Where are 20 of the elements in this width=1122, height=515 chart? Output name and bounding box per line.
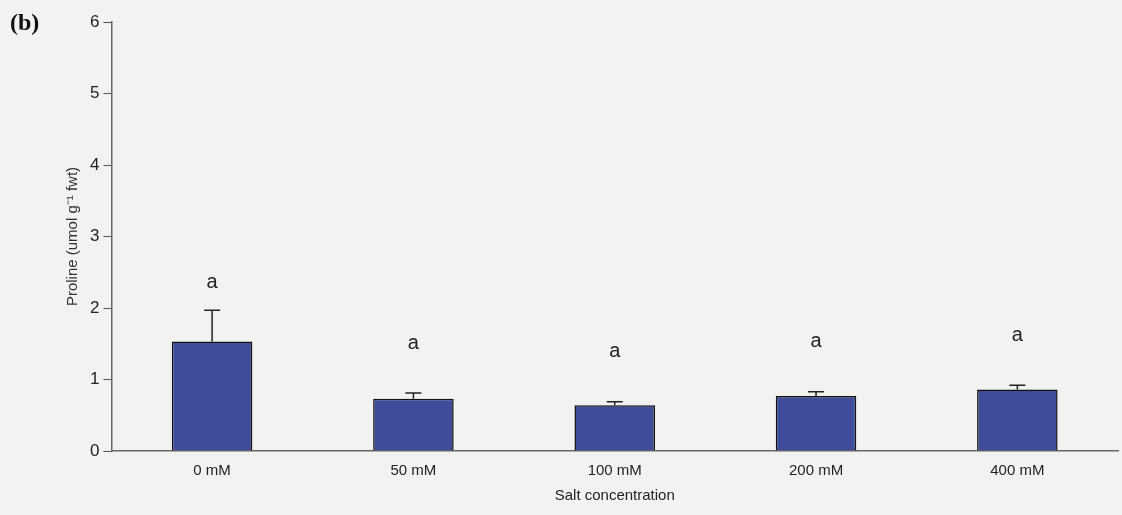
y-axis-title: Proline (umol g⁻¹ fwt) (63, 166, 81, 307)
x-tick-label: 50 mM (390, 461, 437, 479)
chart-title: (b) (10, 9, 40, 36)
y-tick-label: 6 (89, 11, 100, 31)
y-tick-label: 4 (89, 154, 100, 174)
annotation: a (1011, 322, 1024, 345)
x-tick-label: 400 mM (990, 461, 1045, 479)
annotation: a (407, 330, 420, 353)
y-tick-label: 2 (89, 297, 100, 317)
annotation: a (206, 269, 219, 292)
annotation: a (609, 339, 622, 362)
x-tick-label: 100 mM (587, 461, 642, 479)
y-tick-label: 0 (89, 440, 100, 460)
x-tick-label: 200 mM (788, 461, 844, 479)
y-tick-label: 5 (89, 83, 100, 103)
x-axis-title: Salt concentration (554, 486, 675, 504)
annotation: a (810, 329, 823, 352)
x-tick-label: 0 mM (193, 461, 231, 479)
y-tick-label: 3 (89, 226, 100, 246)
y-tick-label: 1 (89, 369, 100, 389)
